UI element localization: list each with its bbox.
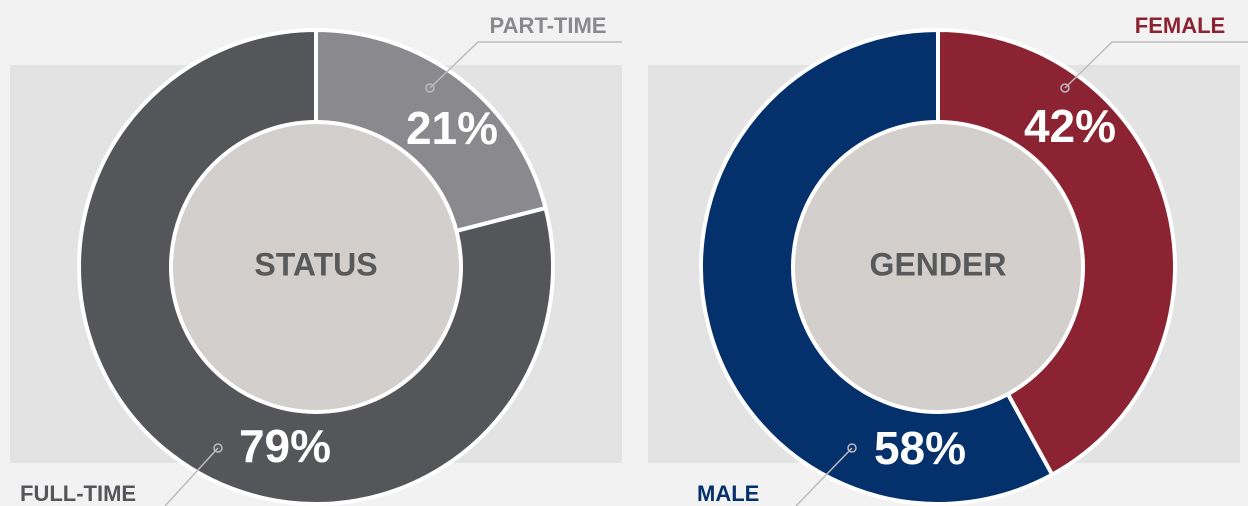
leader-line <box>164 447 219 506</box>
leader-line <box>429 41 622 89</box>
center-label: STATUS <box>254 246 377 282</box>
legend-label: FEMALE <box>1135 13 1225 38</box>
value-label: 21% <box>406 102 498 154</box>
value-label: 42% <box>1024 100 1116 152</box>
leader-dot <box>213 443 223 453</box>
legend-label: FULL-TIME <box>20 481 136 506</box>
value-label: 58% <box>874 422 966 474</box>
leader-line <box>795 447 853 506</box>
legend-label: MALE <box>697 481 759 506</box>
leader-dot <box>425 83 435 93</box>
leader-dot <box>847 443 857 453</box>
legend-label: PART-TIME <box>490 13 607 38</box>
leader-line <box>1064 41 1248 89</box>
donut-hole <box>791 120 1085 414</box>
donut-hole <box>169 120 463 414</box>
value-label: 79% <box>239 420 331 472</box>
leader-dot <box>1060 83 1070 93</box>
center-label: GENDER <box>870 246 1007 282</box>
